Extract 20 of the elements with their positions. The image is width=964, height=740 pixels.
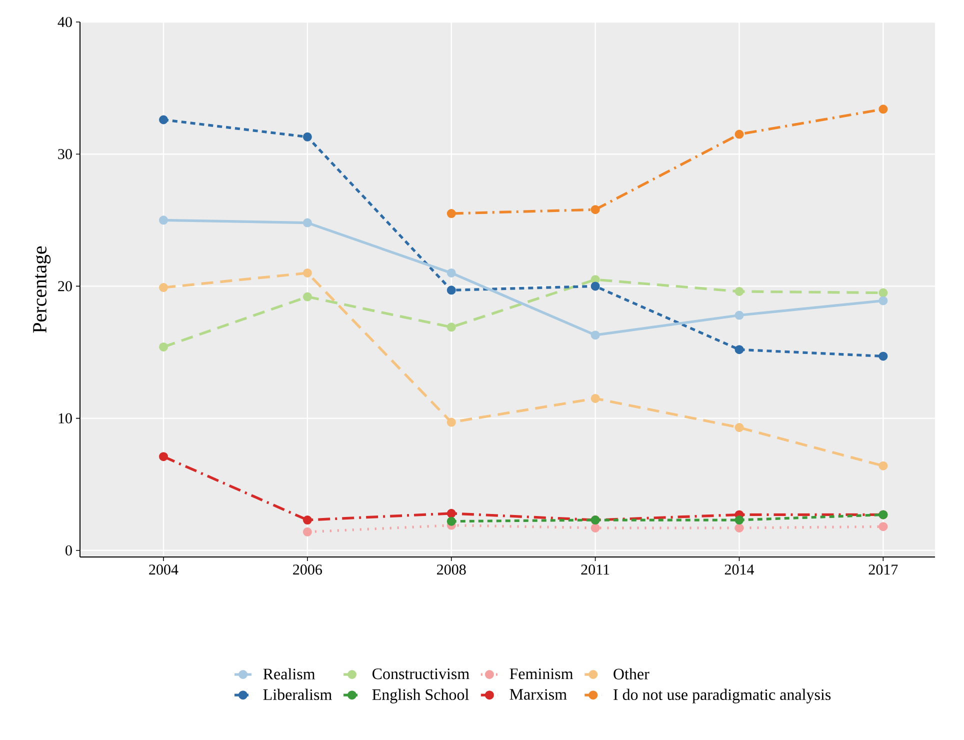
x-tick-label: 2004 xyxy=(149,564,178,575)
y-tick-label: 0 xyxy=(66,545,72,556)
x-tick-label: 2014 xyxy=(724,564,754,575)
legend-label: Feminism xyxy=(510,668,574,680)
legend-label: English School xyxy=(372,688,469,704)
y-tick-label: 10 xyxy=(58,413,72,424)
legend-label: I do not use paradigmatic analysis xyxy=(614,688,831,704)
legend-label: Liberalism xyxy=(263,688,332,700)
legend-label: Realism xyxy=(263,668,316,680)
x-tick-label: 2011 xyxy=(581,564,610,575)
legend-label: Marxism xyxy=(510,689,567,700)
y-tick-label: 20 xyxy=(58,281,72,292)
y-axis-title: Percentage xyxy=(33,246,51,333)
legend-label: Constructivism xyxy=(372,668,470,680)
x-tick-label: 2017 xyxy=(868,564,898,575)
x-tick-label: 2006 xyxy=(293,564,322,575)
y-tick-label: 40 xyxy=(58,16,72,28)
x-tick-label: 2008 xyxy=(437,564,466,575)
legend-label: Other xyxy=(614,668,650,680)
y-tick-label: 30 xyxy=(58,149,72,160)
